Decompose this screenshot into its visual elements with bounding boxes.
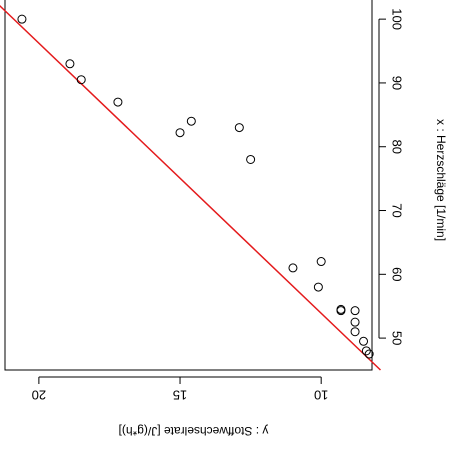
data-point xyxy=(350,317,360,327)
data-point xyxy=(359,336,369,346)
y-ticks: 10 15 20 xyxy=(32,377,328,403)
data-point xyxy=(364,349,374,359)
x-tick-label: 50 xyxy=(390,331,405,345)
data-point xyxy=(350,306,360,316)
x-tick-label: 100 xyxy=(390,8,405,30)
data-point xyxy=(288,263,298,273)
y-axis: 10 15 20 y : Stoffwechselrate [J/(g*h)] xyxy=(32,376,328,438)
data-point xyxy=(316,257,326,267)
data-point xyxy=(65,59,75,69)
x-tick-label: 90 xyxy=(390,76,405,90)
data-point xyxy=(234,123,244,133)
plot-area xyxy=(0,0,381,371)
x-tick-label: 70 xyxy=(390,203,405,217)
y-axis-title: y : Stoffwechselrate [J/(g*h)] xyxy=(119,424,269,438)
data-point xyxy=(76,75,86,85)
y-tick-label: 10 xyxy=(314,388,328,403)
x-tick-label: 60 xyxy=(390,267,405,281)
data-point xyxy=(361,346,371,356)
data-point xyxy=(186,116,196,126)
x-tick-label: 80 xyxy=(390,139,405,153)
x-ticks: 50 60 70 80 90 100 xyxy=(379,8,405,345)
y-tick-label: 20 xyxy=(32,388,46,403)
data-point xyxy=(17,14,27,24)
data-point xyxy=(113,97,123,107)
regression-line xyxy=(0,4,381,371)
data-point xyxy=(246,154,256,164)
data-points xyxy=(17,14,374,359)
data-point xyxy=(313,282,323,292)
x-axis: 50 60 70 80 90 100 x : Herzschläge [1/min] xyxy=(378,8,448,345)
y-tick-label: 15 xyxy=(173,388,187,403)
data-point xyxy=(350,327,360,337)
data-point xyxy=(336,306,346,316)
plot-frame xyxy=(4,0,373,371)
x-axis-title: x : Herzschläge [1/min] xyxy=(434,119,448,241)
data-point xyxy=(175,128,185,138)
